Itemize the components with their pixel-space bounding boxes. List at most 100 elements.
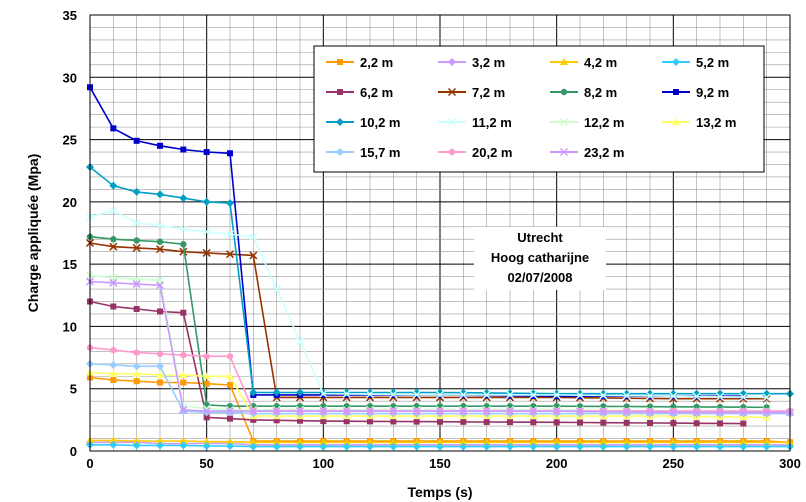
data-point	[529, 390, 538, 399]
data-point	[226, 372, 234, 380]
series-line	[89, 371, 767, 419]
data-point	[575, 407, 585, 416]
data-point	[506, 438, 514, 446]
data-point	[319, 389, 328, 398]
data-point	[366, 438, 374, 446]
data-point	[366, 442, 374, 451]
data-point	[202, 197, 211, 206]
data-point	[669, 438, 678, 446]
data-point	[436, 438, 444, 446]
legend-marker	[560, 58, 568, 65]
legend-label: 6,2 m	[360, 85, 393, 100]
y-tick-label: 15	[63, 257, 77, 272]
data-point	[227, 150, 233, 157]
data-point	[203, 414, 210, 421]
series-11-2-m	[85, 206, 771, 402]
legend-item: 9,2 m	[662, 85, 729, 100]
data-point	[669, 442, 678, 451]
data-point	[110, 346, 117, 354]
plot-frame	[89, 14, 791, 452]
legend-label: 13,2 m	[696, 115, 736, 130]
data-point	[319, 407, 328, 416]
data-point	[693, 420, 700, 427]
data-point	[715, 392, 725, 401]
data-point	[507, 419, 513, 426]
data-point	[132, 441, 141, 450]
data-point	[319, 442, 328, 451]
data-point	[412, 442, 421, 451]
legend-label: 3,2 m	[472, 55, 505, 70]
data-point	[179, 247, 188, 256]
data-point	[552, 407, 561, 416]
data-point	[412, 438, 421, 446]
y-tick-label: 0	[70, 444, 77, 459]
legend-marker	[673, 89, 679, 95]
legend-item: 12,2 m	[550, 115, 624, 130]
data-point	[133, 378, 140, 385]
legend-item: 23,2 m	[550, 145, 624, 160]
data-point	[203, 149, 210, 156]
data-point	[249, 251, 258, 260]
data-point	[740, 420, 747, 427]
data-point	[202, 227, 211, 236]
legend-item: 4,2 m	[550, 55, 617, 70]
data-point	[552, 442, 561, 451]
data-point	[203, 380, 210, 387]
data-point	[413, 418, 420, 425]
data-point	[157, 379, 163, 386]
data-point	[389, 438, 398, 446]
data-point	[692, 408, 701, 417]
data-point	[762, 393, 771, 402]
data-point	[227, 381, 233, 388]
data-point	[692, 438, 701, 446]
data-point	[577, 419, 583, 426]
y-tick-label: 30	[63, 70, 77, 85]
legend-label: 10,2 m	[360, 115, 400, 130]
data-point	[762, 438, 771, 446]
data-point	[669, 408, 678, 417]
data-point	[389, 442, 398, 451]
annotation-line-2: Hoog catharijne	[491, 250, 589, 265]
data-point	[110, 236, 117, 243]
data-point	[179, 437, 188, 445]
legend-items: 2,2 m 3,2 m 4,2 m 5,2 m 6,2 m 7,2 m 8,2 m 9,2 m…	[326, 55, 736, 160]
data-point	[389, 407, 398, 416]
legend-label: 23,2 m	[584, 145, 624, 160]
data-point	[109, 181, 118, 190]
legend-item: 10,2 m	[326, 115, 400, 130]
data-point	[459, 438, 468, 446]
data-point	[529, 442, 538, 451]
data-point	[133, 237, 140, 244]
data-point	[179, 225, 188, 234]
data-point	[180, 351, 187, 359]
data-point	[156, 441, 164, 450]
x-tick-label: 150	[429, 456, 451, 471]
legend-item: 6,2 m	[326, 85, 393, 100]
data-point	[716, 442, 724, 451]
data-point	[132, 219, 141, 228]
data-point	[623, 419, 630, 426]
data-point	[109, 206, 118, 215]
data-point	[109, 242, 118, 251]
data-point	[622, 442, 631, 451]
data-point	[435, 390, 445, 399]
legend-marker	[448, 58, 456, 66]
data-point	[670, 420, 677, 427]
data-point	[646, 438, 654, 446]
data-point	[155, 281, 165, 290]
data-point	[179, 407, 188, 416]
series-line	[89, 235, 767, 409]
data-point	[156, 350, 164, 358]
data-point	[203, 353, 210, 360]
data-point	[272, 407, 281, 416]
data-point	[249, 407, 258, 416]
data-point	[459, 407, 468, 416]
series-line	[89, 242, 767, 400]
data-point	[599, 442, 608, 451]
legend-item: 3,2 m	[438, 55, 505, 70]
data-point	[506, 442, 514, 451]
data-point	[552, 390, 561, 399]
data-point	[156, 362, 164, 371]
legend-box	[313, 45, 765, 173]
annotation-line-3: 02/07/2008	[507, 270, 572, 285]
